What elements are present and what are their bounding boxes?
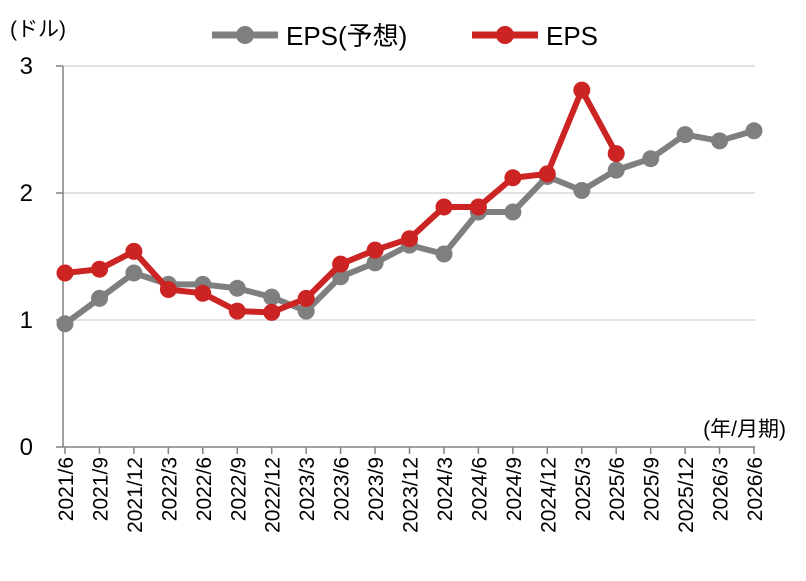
legend-item-forecast: EPS(予想) [212,21,407,51]
data-point-s1-2024-9 [504,169,522,187]
series-0 [56,122,763,333]
data-point-s1-2021-12 [125,242,143,260]
data-point-s0-2024-9 [504,203,522,221]
legend-label-actual: EPS [546,21,598,51]
data-point-s0-2025-9 [642,150,660,168]
legend-label-forecast: EPS(予想) [286,21,407,51]
data-point-s0-2025-6 [607,161,625,179]
data-point-s0-2021-12 [125,264,143,282]
legend-item-actual: EPS [472,21,598,51]
data-point-s1-2023-6 [332,255,350,273]
x-tick-label-2025-3: 2025/3 [572,457,595,521]
data-point-s1-2023-9 [366,241,384,259]
data-point-s1-2023-3 [297,289,315,307]
y-tick-label-3: 3 [20,53,33,80]
x-tick-label-2022-3: 2022/3 [158,457,181,521]
y-tick-labels: 0 1 2 3 [20,53,33,461]
y-tick-label-2: 2 [20,180,33,207]
data-point-s1-2025-6 [607,145,625,163]
x-axis-unit-label: (年/月期) [703,418,786,441]
data-point-s0-2025-3 [573,182,591,199]
data-point-s1-2022-9 [228,302,246,320]
y-tick-label-0: 0 [20,434,33,461]
data-point-s0-2021-9 [91,289,108,307]
data-point-s0-2023-9 [366,254,384,272]
x-tick-label-2021-9: 2021/9 [89,457,112,521]
y-axis-unit-label: (ドル) [10,18,66,41]
x-tick-label-2025-6: 2025/6 [606,457,629,521]
data-point-s1-2024-12 [538,165,556,183]
data-point-s1-2022-3 [159,281,177,298]
grid-lines [56,65,755,448]
x-tick-label-2022-9: 2022/9 [227,457,250,521]
x-tick-label-2023-12: 2023/12 [400,457,423,533]
x-tick-label-2024-9: 2024/9 [503,457,526,521]
series-layer [56,81,763,333]
x-tick-label-2023-9: 2023/9 [365,457,388,521]
x-tick-label-2021-12: 2021/12 [124,457,147,533]
data-point-s1-2022-12 [263,303,281,321]
data-point-s1-2025-3 [573,81,591,99]
x-tick-label-2023-3: 2023/3 [296,457,319,521]
data-point-s1-2023-12 [401,230,418,248]
x-tick-label-2025-9: 2025/9 [641,457,664,521]
data-point-s1-2022-6 [194,284,212,302]
data-point-s0-2026-6 [745,122,763,140]
x-tick-label-2024-12: 2024/12 [537,457,560,533]
x-tick-label-2022-6: 2022/6 [193,457,216,521]
legend-swatch-marker-forecast [236,26,254,44]
y-tick-label-1: 1 [20,307,33,334]
axes [62,66,755,448]
series-1 [56,81,625,321]
x-tick-label-2024-3: 2024/3 [434,457,457,521]
data-point-s1-2021-6 [56,264,74,282]
x-tick-label-2024-6: 2024/6 [468,457,491,521]
x-tick-label-2023-6: 2023/6 [331,457,354,521]
legend: EPS(予想) EPS [212,21,598,51]
x-tick-label-2025-12: 2025/12 [675,457,698,533]
data-point-s0-2023-3 [297,302,315,320]
data-point-s0-2024-3 [435,245,453,263]
x-tick-label-2026-6: 2026/6 [744,457,767,521]
data-point-s0-2026-3 [711,132,729,150]
data-point-s0-2022-9 [228,279,246,297]
data-point-s0-2021-6 [56,315,74,333]
legend-swatch-marker-actual [496,26,514,44]
data-point-s0-2025-12 [676,126,694,144]
x-tick-labels: 2021/6 2021/9 2021/12 2022/3 2022/6 2022/9 202… [55,447,767,533]
data-point-s1-2021-9 [91,260,108,278]
data-point-s1-2024-6 [469,198,487,216]
data-point-s0-2022-12 [263,288,281,306]
x-tick-label-2022-12: 2022/12 [262,457,285,533]
x-tick-label-2026-3: 2026/3 [710,457,733,521]
data-point-s1-2024-3 [435,198,453,216]
x-tick-label-2021-6: 2021/6 [55,457,78,521]
